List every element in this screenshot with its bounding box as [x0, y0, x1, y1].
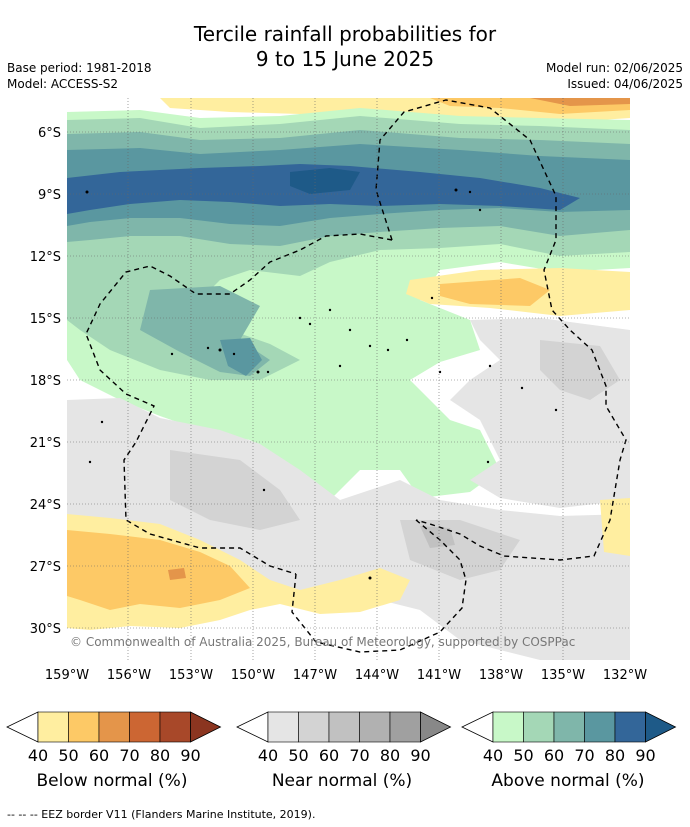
- colorbar-swatch: [389, 711, 421, 743]
- colorbar-swatch: [614, 711, 646, 743]
- colorbar-swatch: [37, 711, 69, 743]
- lat-label: 24°S: [30, 498, 61, 513]
- colorbar-swatch: [584, 711, 616, 743]
- colorbar-swatch: [298, 711, 330, 743]
- colorbar-high-extension: [645, 711, 677, 743]
- lat-label: 30°S: [30, 622, 61, 637]
- lon-label: 138°W: [479, 668, 523, 683]
- eez-borders: [85, 99, 627, 653]
- colorbar-tick-label: 80: [605, 746, 625, 765]
- colorbar-tick-label: 60: [319, 746, 339, 765]
- map-fields: © Commonwealth of Australia 2025, Bureau…: [67, 98, 630, 660]
- colorbar-tick-label: 50: [288, 746, 308, 765]
- colorbar-tick-label: 70: [349, 746, 369, 765]
- colorbar-swatch: [359, 711, 391, 743]
- lon-label: 141°W: [417, 668, 461, 683]
- colorbar-tick-label: 40: [258, 746, 278, 765]
- base-period-text: Base period: 1981-2018: [7, 61, 152, 75]
- below-normal-region: [168, 568, 186, 580]
- colorbar-swatch: [159, 711, 191, 743]
- colorbar-label-above: Above normal (%): [491, 771, 645, 791]
- lon-label: 150°W: [231, 668, 275, 683]
- colorbars: 40 50 60 70 80 90 40 50 60 70 80 90 40 50 60 70 80 90: [6, 711, 677, 765]
- colorbar-tick-label: 70: [119, 746, 139, 765]
- lat-axis: 6°S 9°S 12°S 15°S 18°S 21°S 24°S 27°S 30…: [30, 126, 61, 637]
- colorbar-tick-label: 60: [89, 746, 109, 765]
- colorbar-tick-label: 70: [574, 746, 594, 765]
- colorbar-tick-label: 40: [483, 746, 503, 765]
- colorbar-tick-label: 50: [58, 746, 78, 765]
- colorbar-swatch: [267, 711, 299, 743]
- meta-left: Base period: 1981-2018 Model: ACCESS-S2: [7, 60, 152, 92]
- lat-label: 6°S: [38, 126, 61, 141]
- lon-label: 159°W: [45, 668, 89, 683]
- lon-axis: 159°W 156°W 153°W 150°W 147°W 144°W 141°…: [45, 668, 647, 683]
- colorbar-low-extension: [236, 711, 269, 743]
- model-text: Model: ACCESS-S2: [7, 77, 119, 91]
- lon-label: 144°W: [355, 668, 399, 683]
- near-normal-region: [170, 450, 300, 530]
- colorbar-low-extension: [461, 711, 494, 743]
- below-normal-region: [530, 98, 630, 106]
- title-line-2: 9 to 15 June 2025: [255, 47, 435, 71]
- below-normal-region: [440, 278, 550, 306]
- lon-label: 153°W: [169, 668, 213, 683]
- above-normal-region: [290, 168, 360, 194]
- above-normal-region: [220, 338, 262, 376]
- issued-text: Issued: 04/06/2025: [567, 77, 683, 91]
- colorbar-tick-label: 90: [410, 746, 430, 765]
- colorbar-tick-label: 80: [150, 746, 170, 765]
- colorbar-swatch: [129, 711, 161, 743]
- island-markers: [85, 188, 558, 580]
- colorbar-label-near: Near normal (%): [271, 771, 413, 791]
- colorbar-swatch: [553, 711, 585, 743]
- model-run-text: Model run: 02/06/2025: [545, 61, 683, 75]
- colorbar-swatch: [523, 711, 555, 743]
- colorbar-tick-label: 40: [28, 746, 48, 765]
- near-normal-region: [540, 340, 620, 400]
- gridlines: [67, 98, 630, 660]
- colorbar-swatch: [98, 711, 130, 743]
- colorbar-low-extension: [6, 711, 39, 743]
- lon-label: 135°W: [541, 668, 585, 683]
- colorbar-tick-label: 60: [544, 746, 564, 765]
- colorbar-near-normal: 40 50 60 70 80 90: [236, 711, 452, 765]
- colorbar-swatch: [328, 711, 360, 743]
- title-line-1: Tercile rainfall probabilities for: [193, 22, 497, 46]
- colorbar-swatch: [492, 711, 524, 743]
- lat-label: 9°S: [38, 188, 61, 203]
- map-title: Tercile rainfall probabilities for 9 to …: [0, 22, 690, 72]
- eez-footer-note: -- -- -- EEZ border V11 (Flanders Marine…: [7, 808, 316, 821]
- lon-label: 147°W: [293, 668, 337, 683]
- below-normal-region: [67, 530, 250, 610]
- colorbar-tick-label: 90: [635, 746, 655, 765]
- colorbar-swatch: [68, 711, 100, 743]
- lon-label: 156°W: [107, 668, 151, 683]
- colorbar-high-extension: [420, 711, 452, 743]
- lat-label: 27°S: [30, 560, 61, 575]
- probability-map: © Commonwealth of Australia 2025, Bureau…: [30, 98, 647, 683]
- colorbar-tick-label: 50: [513, 746, 533, 765]
- near-normal-region: [420, 526, 455, 548]
- colorbar-tick-label: 80: [380, 746, 400, 765]
- colorbar-below-normal: 40 50 60 70 80 90: [6, 711, 222, 765]
- below-normal-region: [600, 498, 630, 556]
- colorbar-above-normal: 40 50 60 70 80 90: [461, 711, 677, 765]
- lat-label: 21°S: [30, 436, 61, 451]
- lat-label: 15°S: [30, 312, 61, 327]
- meta-right: Model run: 02/06/2025 Issued: 04/06/2025: [546, 60, 683, 92]
- colorbar-label-below: Below normal (%): [36, 771, 188, 791]
- lat-label: 12°S: [30, 250, 61, 265]
- colorbar-high-extension: [190, 711, 222, 743]
- attribution-text: © Commonwealth of Australia 2025, Bureau…: [70, 635, 575, 649]
- lon-label: 132°W: [603, 668, 647, 683]
- colorbar-tick-label: 90: [180, 746, 200, 765]
- lat-label: 18°S: [30, 374, 61, 389]
